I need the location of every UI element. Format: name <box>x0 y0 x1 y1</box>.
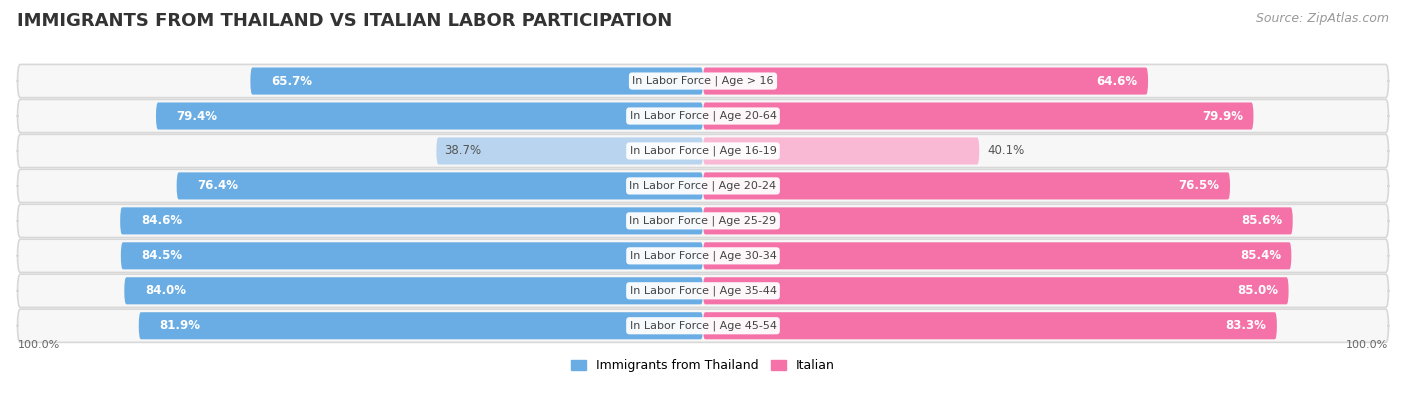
Text: 81.9%: 81.9% <box>159 319 201 332</box>
FancyBboxPatch shape <box>250 68 703 94</box>
Text: 83.3%: 83.3% <box>1226 319 1267 332</box>
Text: IMMIGRANTS FROM THAILAND VS ITALIAN LABOR PARTICIPATION: IMMIGRANTS FROM THAILAND VS ITALIAN LABO… <box>17 12 672 30</box>
FancyBboxPatch shape <box>177 172 703 199</box>
FancyBboxPatch shape <box>17 309 1389 342</box>
FancyBboxPatch shape <box>17 204 1389 237</box>
Text: 85.6%: 85.6% <box>1241 214 1282 228</box>
Text: 38.7%: 38.7% <box>444 145 482 158</box>
Text: 85.4%: 85.4% <box>1240 249 1281 262</box>
FancyBboxPatch shape <box>703 137 979 164</box>
Text: In Labor Force | Age 25-29: In Labor Force | Age 25-29 <box>630 216 776 226</box>
FancyBboxPatch shape <box>703 242 1291 269</box>
Text: In Labor Force | Age 16-19: In Labor Force | Age 16-19 <box>630 146 776 156</box>
FancyBboxPatch shape <box>703 68 1149 94</box>
FancyBboxPatch shape <box>17 169 1389 203</box>
Text: 84.0%: 84.0% <box>145 284 186 297</box>
FancyBboxPatch shape <box>120 207 703 234</box>
Text: In Labor Force | Age 35-44: In Labor Force | Age 35-44 <box>630 286 776 296</box>
Text: 85.0%: 85.0% <box>1237 284 1278 297</box>
FancyBboxPatch shape <box>703 312 1277 339</box>
Text: In Labor Force | Age 20-24: In Labor Force | Age 20-24 <box>630 181 776 191</box>
Text: 40.1%: 40.1% <box>987 145 1025 158</box>
Text: 84.5%: 84.5% <box>142 249 183 262</box>
FancyBboxPatch shape <box>17 64 1389 98</box>
FancyBboxPatch shape <box>703 207 1292 234</box>
Text: 64.6%: 64.6% <box>1097 75 1137 88</box>
FancyBboxPatch shape <box>17 239 1389 273</box>
FancyBboxPatch shape <box>17 134 1389 167</box>
Legend: Immigrants from Thailand, Italian: Immigrants from Thailand, Italian <box>567 354 839 377</box>
Text: 65.7%: 65.7% <box>271 75 312 88</box>
Text: In Labor Force | Age 45-54: In Labor Force | Age 45-54 <box>630 320 776 331</box>
Text: In Labor Force | Age 20-64: In Labor Force | Age 20-64 <box>630 111 776 121</box>
Text: 79.9%: 79.9% <box>1202 109 1243 122</box>
FancyBboxPatch shape <box>703 277 1289 304</box>
FancyBboxPatch shape <box>121 242 703 269</box>
Text: 100.0%: 100.0% <box>1347 340 1389 350</box>
Text: Source: ZipAtlas.com: Source: ZipAtlas.com <box>1256 12 1389 25</box>
FancyBboxPatch shape <box>703 172 1230 199</box>
Text: 84.6%: 84.6% <box>141 214 181 228</box>
FancyBboxPatch shape <box>156 102 703 130</box>
FancyBboxPatch shape <box>703 102 1254 130</box>
FancyBboxPatch shape <box>17 100 1389 133</box>
FancyBboxPatch shape <box>124 277 703 304</box>
FancyBboxPatch shape <box>139 312 703 339</box>
FancyBboxPatch shape <box>436 137 703 164</box>
FancyBboxPatch shape <box>17 274 1389 307</box>
Text: 100.0%: 100.0% <box>17 340 59 350</box>
Text: 76.4%: 76.4% <box>197 179 239 192</box>
Text: 79.4%: 79.4% <box>177 109 218 122</box>
Text: 76.5%: 76.5% <box>1178 179 1219 192</box>
Text: In Labor Force | Age > 16: In Labor Force | Age > 16 <box>633 76 773 86</box>
Text: In Labor Force | Age 30-34: In Labor Force | Age 30-34 <box>630 250 776 261</box>
